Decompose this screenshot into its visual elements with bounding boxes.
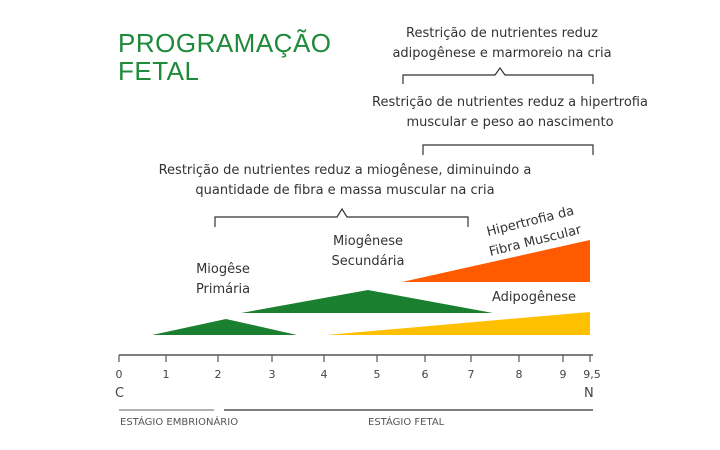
note-hypertrophy-line-1: Restrição de nutrientes reduz a hipertro… [372, 95, 648, 110]
tick-label-9-5: 9,5 [583, 368, 601, 381]
note-hypertrophy-line-2: muscular e peso ao nascimento [406, 115, 614, 130]
tick-label-2: 2 [214, 368, 222, 381]
title-line-1: PROGRAMAÇÃO [118, 28, 332, 58]
tick-label-3: 3 [268, 368, 276, 381]
title-line-2: FETAL [118, 56, 200, 86]
tick-label-5: 5 [373, 368, 381, 381]
note-myogenesis-line-1: Restrição de nutrientes reduz a miogênes… [158, 163, 532, 178]
label-secondary-myogenesis: Miogênese Secundária [318, 232, 418, 272]
axis-start-label: C [115, 386, 125, 401]
note-myogenesis-line-2: quantidade de fibra e massa muscular na … [195, 183, 495, 198]
tick-label-9: 9 [559, 368, 567, 381]
tick-label-1: 1 [162, 368, 170, 381]
axis-end-label: N [584, 386, 594, 401]
fetal-stage-label: ESTÁGIO FETAL [368, 417, 445, 428]
note-myogenesis: Restrição de nutrientes reduz a miogênes… [150, 161, 540, 201]
shape-primary-myogenesis [152, 319, 297, 335]
label-adipogenesis: Adipogênese [492, 290, 576, 305]
tick-label-6: 6 [421, 368, 429, 381]
label-secondary-line-2: Secundária [331, 254, 405, 269]
note-hypertrophy: Restrição de nutrientes reduz a hipertro… [360, 93, 660, 133]
shape-fiber-hypertrophy [402, 240, 590, 282]
label-primary-line-1: Miogêse [196, 262, 250, 277]
note-adipogenesis-line-2: adipogênese e marmoreio na cria [392, 46, 612, 61]
tick-label-8: 8 [515, 368, 523, 381]
embryonic-stage-label: ESTÁGIO EMBRIONÁRIO [120, 417, 239, 428]
shape-secondary-myogenesis [241, 290, 493, 313]
label-primary-line-2: Primária [195, 282, 251, 297]
note-adipogenesis-line-1: Restrição de nutrientes reduz [406, 26, 598, 41]
note-adipogenesis: Restrição de nutrientes reduz adipogênes… [370, 24, 634, 64]
bracket-adipogenesis [402, 66, 594, 84]
label-secondary-line-1: Miogênese [332, 234, 404, 249]
shape-adipogenesis [326, 312, 590, 335]
label-primary-myogenesis: Miogêse Primária [178, 260, 268, 300]
tick-label-4: 4 [320, 368, 328, 381]
tick-label-7: 7 [467, 368, 475, 381]
tick-label-0: 0 [115, 368, 123, 381]
bracket-hypertrophy [422, 144, 594, 155]
bracket-myogenesis [214, 207, 469, 227]
